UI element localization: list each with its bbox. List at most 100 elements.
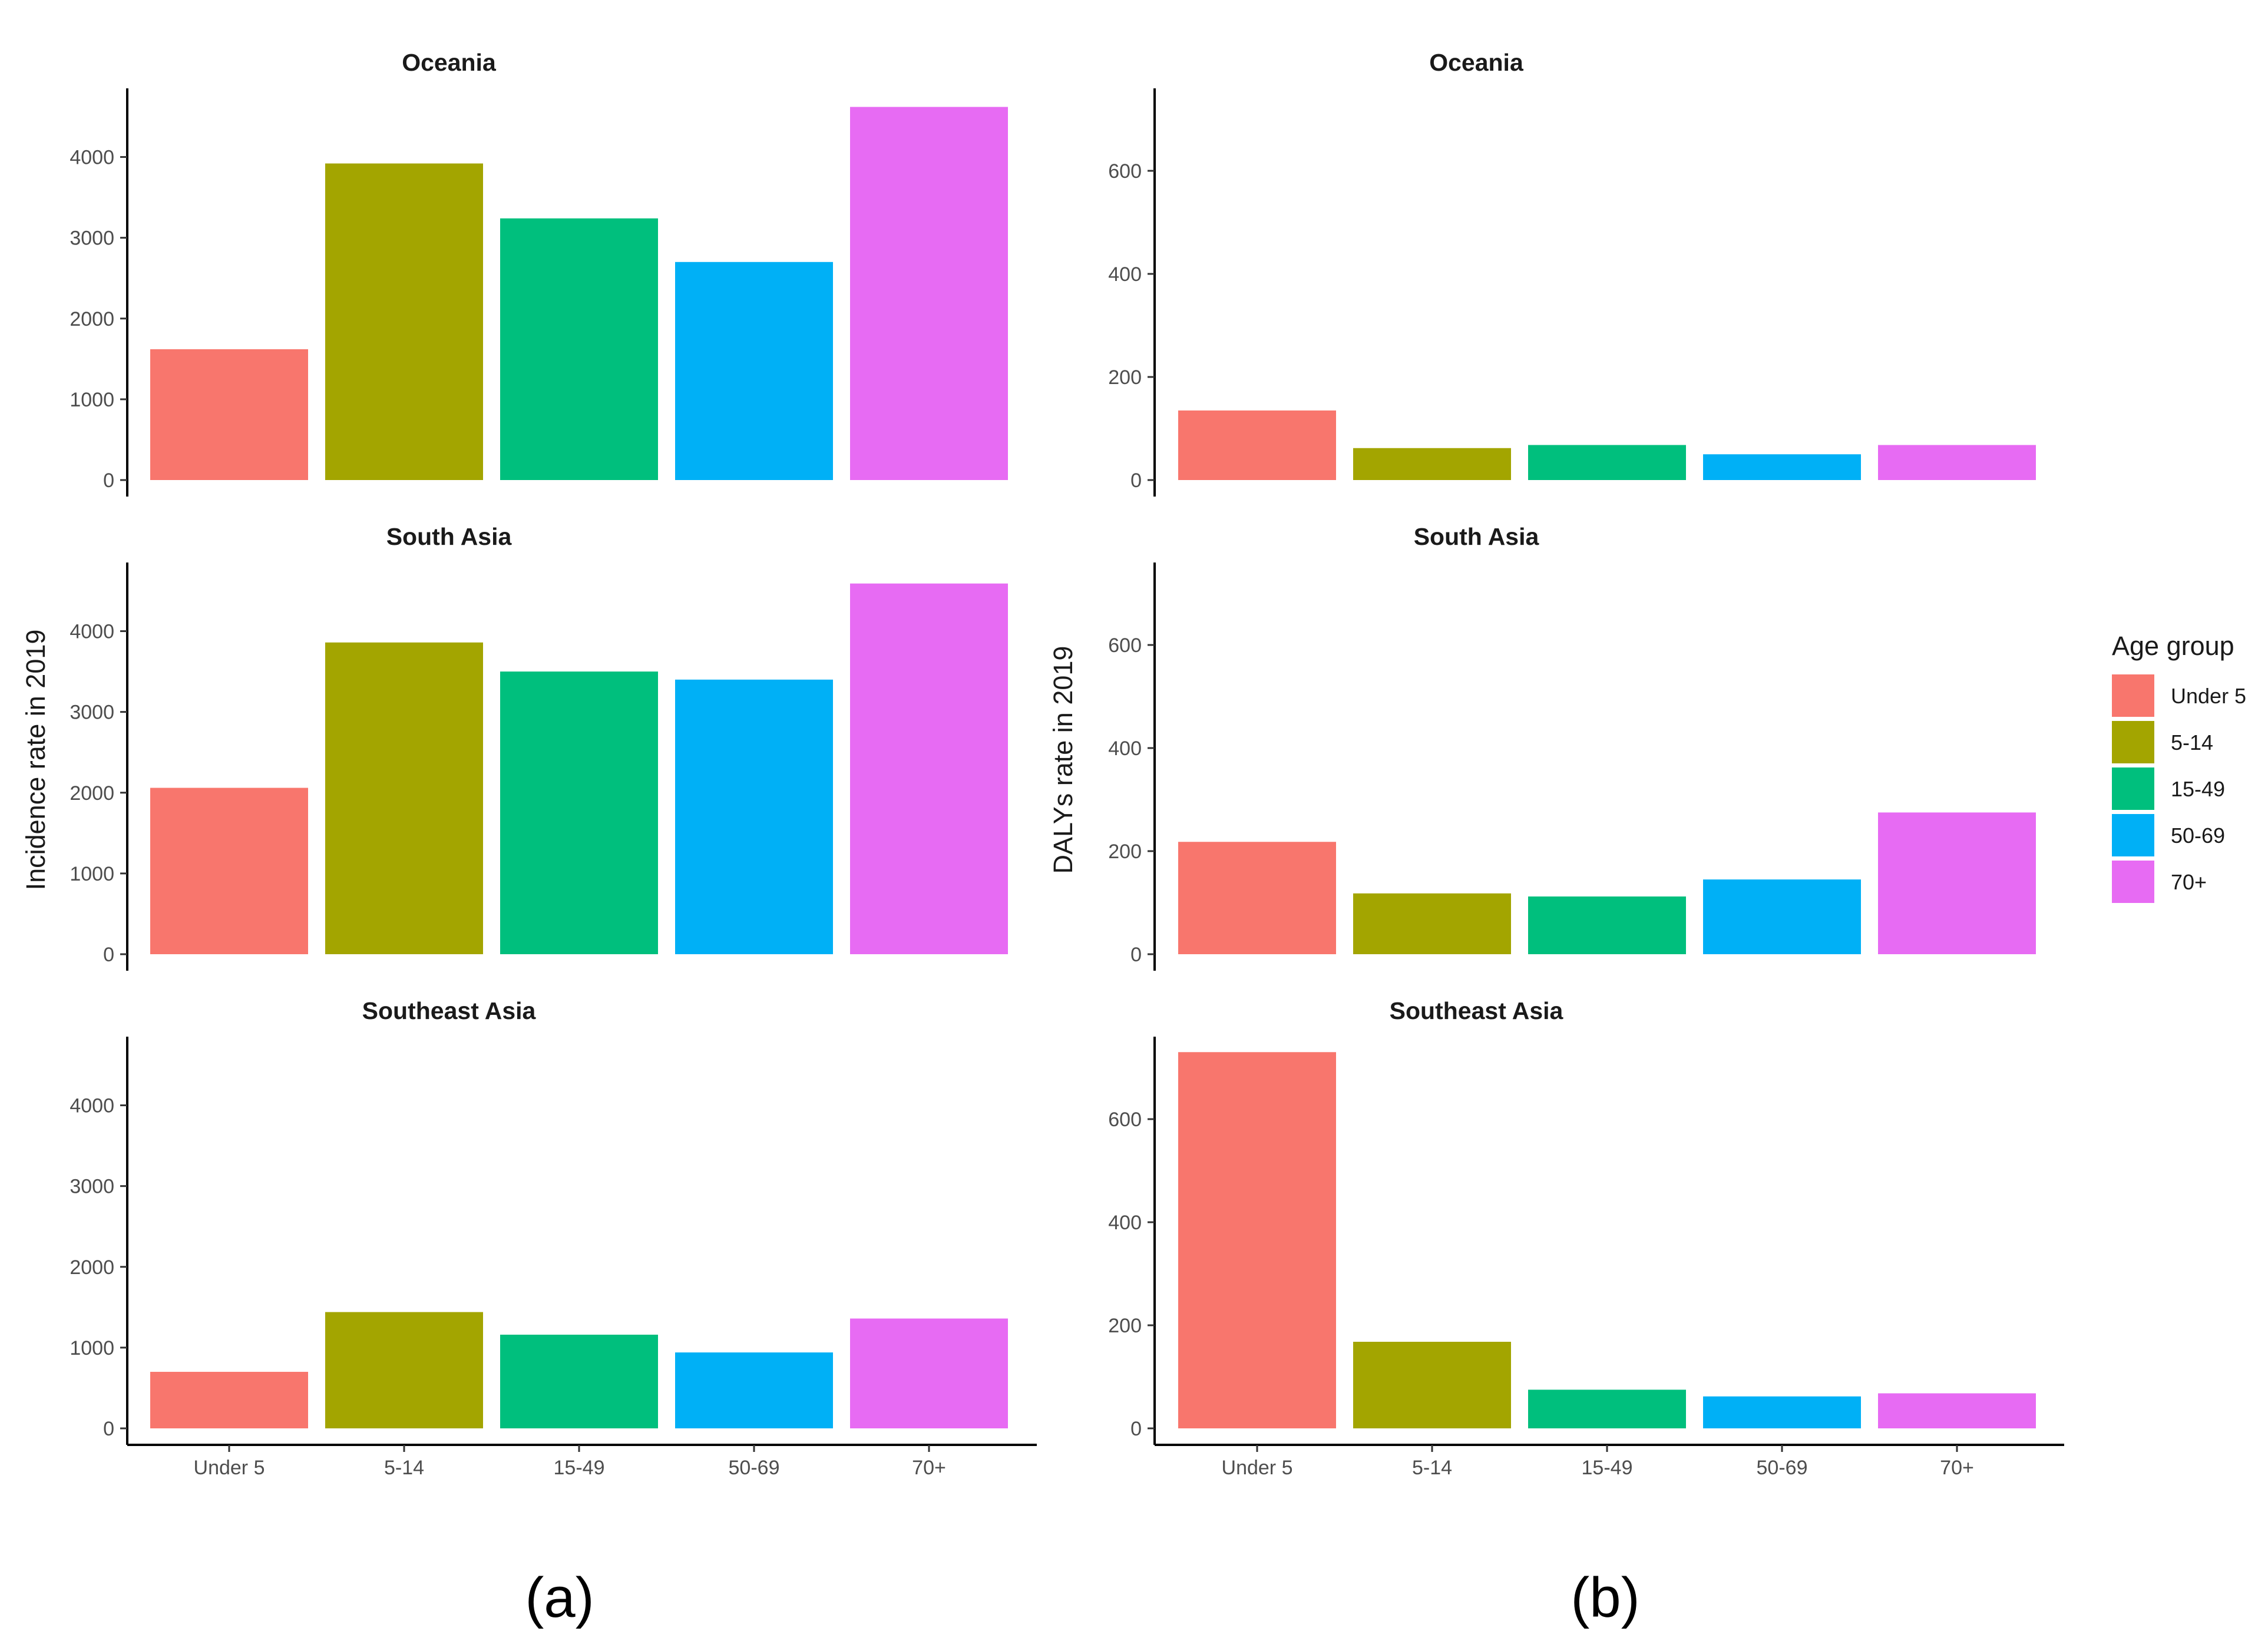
- y-tick-label: 0: [1130, 944, 1142, 966]
- bar-70+: [850, 107, 1008, 481]
- legend-item-50-69: 50-69: [2112, 814, 2225, 856]
- y-tick-label: 1000: [70, 863, 114, 885]
- bar-5-14: [325, 163, 483, 480]
- bar-70+: [850, 1318, 1008, 1428]
- legend-item-70+: 70+: [2112, 861, 2207, 903]
- bar-under-5: [1178, 842, 1336, 954]
- x-tick-label: 5-14: [384, 1457, 424, 1479]
- y-tick-label: 600: [1108, 1109, 1142, 1131]
- y-tick-label: 200: [1108, 841, 1142, 863]
- bar-15-49: [500, 671, 658, 954]
- facet-south-asia: South Asia 0 1000 2000 3000 4000: [70, 523, 1008, 971]
- bar-5-14: [1353, 1342, 1511, 1428]
- legend-label: 70+: [2171, 870, 2207, 894]
- legend-swatch: [2112, 674, 2154, 717]
- y-tick-label: 3000: [70, 702, 114, 724]
- legend-label: Under 5: [2171, 684, 2246, 708]
- x-tick-label: Under 5: [1222, 1457, 1293, 1479]
- legend-label: 50-69: [2171, 823, 2225, 848]
- bar-under-5: [150, 349, 308, 480]
- legend-item-5-14: 5-14: [2112, 721, 2213, 763]
- bar-50-69: [675, 1352, 833, 1428]
- bar-15-49: [500, 1334, 658, 1428]
- y-tick-label: 3000: [70, 1176, 114, 1198]
- bar-5-14: [1353, 448, 1511, 480]
- x-tick-label: 5-14: [1412, 1457, 1452, 1479]
- bar-5-14: [325, 1312, 483, 1428]
- y-tick-label: 400: [1108, 737, 1142, 760]
- x-tick-label: 70+: [1940, 1457, 1974, 1479]
- bar-70+: [1878, 1393, 2036, 1428]
- facet-oceania: Oceania 0 1000 2000 3000 4000: [70, 49, 1008, 497]
- x-tick-label: 50-69: [1757, 1457, 1808, 1479]
- bar-50-69: [675, 262, 833, 480]
- facet-title: Southeast Asia: [362, 997, 537, 1024]
- y-tick-label: 200: [1108, 1315, 1142, 1337]
- bar-50-69: [1703, 454, 1861, 480]
- y-axis-label: Incidence rate in 2019: [21, 630, 51, 891]
- bar-under-5: [1178, 410, 1336, 480]
- facet-southeast-asia: Southeast Asia 0 200 400 600 Under 5 5-14 15-49…: [1108, 997, 2064, 1479]
- bar-under-5: [1178, 1052, 1336, 1428]
- x-tick-label: 15-49: [554, 1457, 605, 1479]
- bar-5-14: [325, 642, 483, 954]
- bar-15-49: [1528, 896, 1686, 954]
- y-tick-label: 0: [103, 469, 114, 492]
- y-tick-label: 0: [103, 1418, 114, 1440]
- y-tick-label: 4000: [70, 621, 114, 643]
- facet-title: Oceania: [1429, 49, 1524, 76]
- x-tick-label: 70+: [912, 1457, 946, 1479]
- y-tick-label: 1000: [70, 389, 114, 411]
- y-tick-label: 600: [1108, 634, 1142, 657]
- bar-under-5: [150, 1372, 308, 1428]
- facet-southeast-asia: Southeast Asia 0 1000 2000 3000 4000 Under 5 5-…: [70, 997, 1037, 1479]
- bar-50-69: [1703, 1396, 1861, 1428]
- x-tick-label: 50-69: [729, 1457, 780, 1479]
- facet-south-asia: South Asia 0 200 400 600: [1108, 523, 2036, 971]
- legend-swatch: [2112, 861, 2154, 903]
- y-tick-label: 3000: [70, 227, 114, 250]
- legend-label: 5-14: [2171, 730, 2213, 755]
- y-axis-label: DALYs rate in 2019: [1048, 646, 1078, 874]
- y-tick-label: 400: [1108, 263, 1142, 286]
- y-tick-label: 400: [1108, 1212, 1142, 1234]
- bar-under-5: [150, 788, 308, 954]
- facet-title: Oceania: [402, 49, 497, 76]
- bar-70+: [850, 583, 1008, 954]
- bar-50-69: [675, 679, 833, 954]
- y-tick-label: 600: [1108, 160, 1142, 183]
- y-tick-label: 4000: [70, 1095, 114, 1117]
- legend: Age group Under 5 5-14 15-49 50-69 70+: [2112, 631, 2246, 903]
- y-tick-label: 4000: [70, 147, 114, 169]
- y-tick-label: 0: [1130, 469, 1142, 492]
- y-tick-label: 1000: [70, 1337, 114, 1359]
- bar-15-49: [1528, 1389, 1686, 1428]
- legend-item-15-49: 15-49: [2112, 767, 2225, 810]
- bar-15-49: [1528, 445, 1686, 480]
- facet-oceania: Oceania 0 200 400 600: [1108, 49, 2036, 497]
- legend-swatch: [2112, 767, 2154, 810]
- bar-5-14: [1353, 893, 1511, 954]
- legend-label: 15-49: [2171, 777, 2225, 801]
- facet-title: Southeast Asia: [1390, 997, 1564, 1024]
- bar-50-69: [1703, 879, 1861, 954]
- y-tick-label: 200: [1108, 366, 1142, 389]
- legend-swatch: [2112, 814, 2154, 856]
- x-tick-label: 15-49: [1582, 1457, 1633, 1479]
- facet-title: South Asia: [386, 523, 513, 550]
- y-tick-label: 2000: [70, 782, 114, 805]
- panel-caption: (b): [1571, 1566, 1639, 1629]
- y-tick-label: 2000: [70, 308, 114, 330]
- bar-70+: [1878, 812, 2036, 954]
- bar-70+: [1878, 445, 2036, 480]
- legend-swatch: [2112, 721, 2154, 763]
- x-tick-label: Under 5: [194, 1457, 265, 1479]
- legend-title: Age group: [2112, 631, 2234, 661]
- y-tick-label: 2000: [70, 1256, 114, 1279]
- panel-caption: (a): [525, 1566, 594, 1629]
- y-tick-label: 0: [1130, 1418, 1142, 1440]
- facet-title: South Asia: [1414, 523, 1540, 550]
